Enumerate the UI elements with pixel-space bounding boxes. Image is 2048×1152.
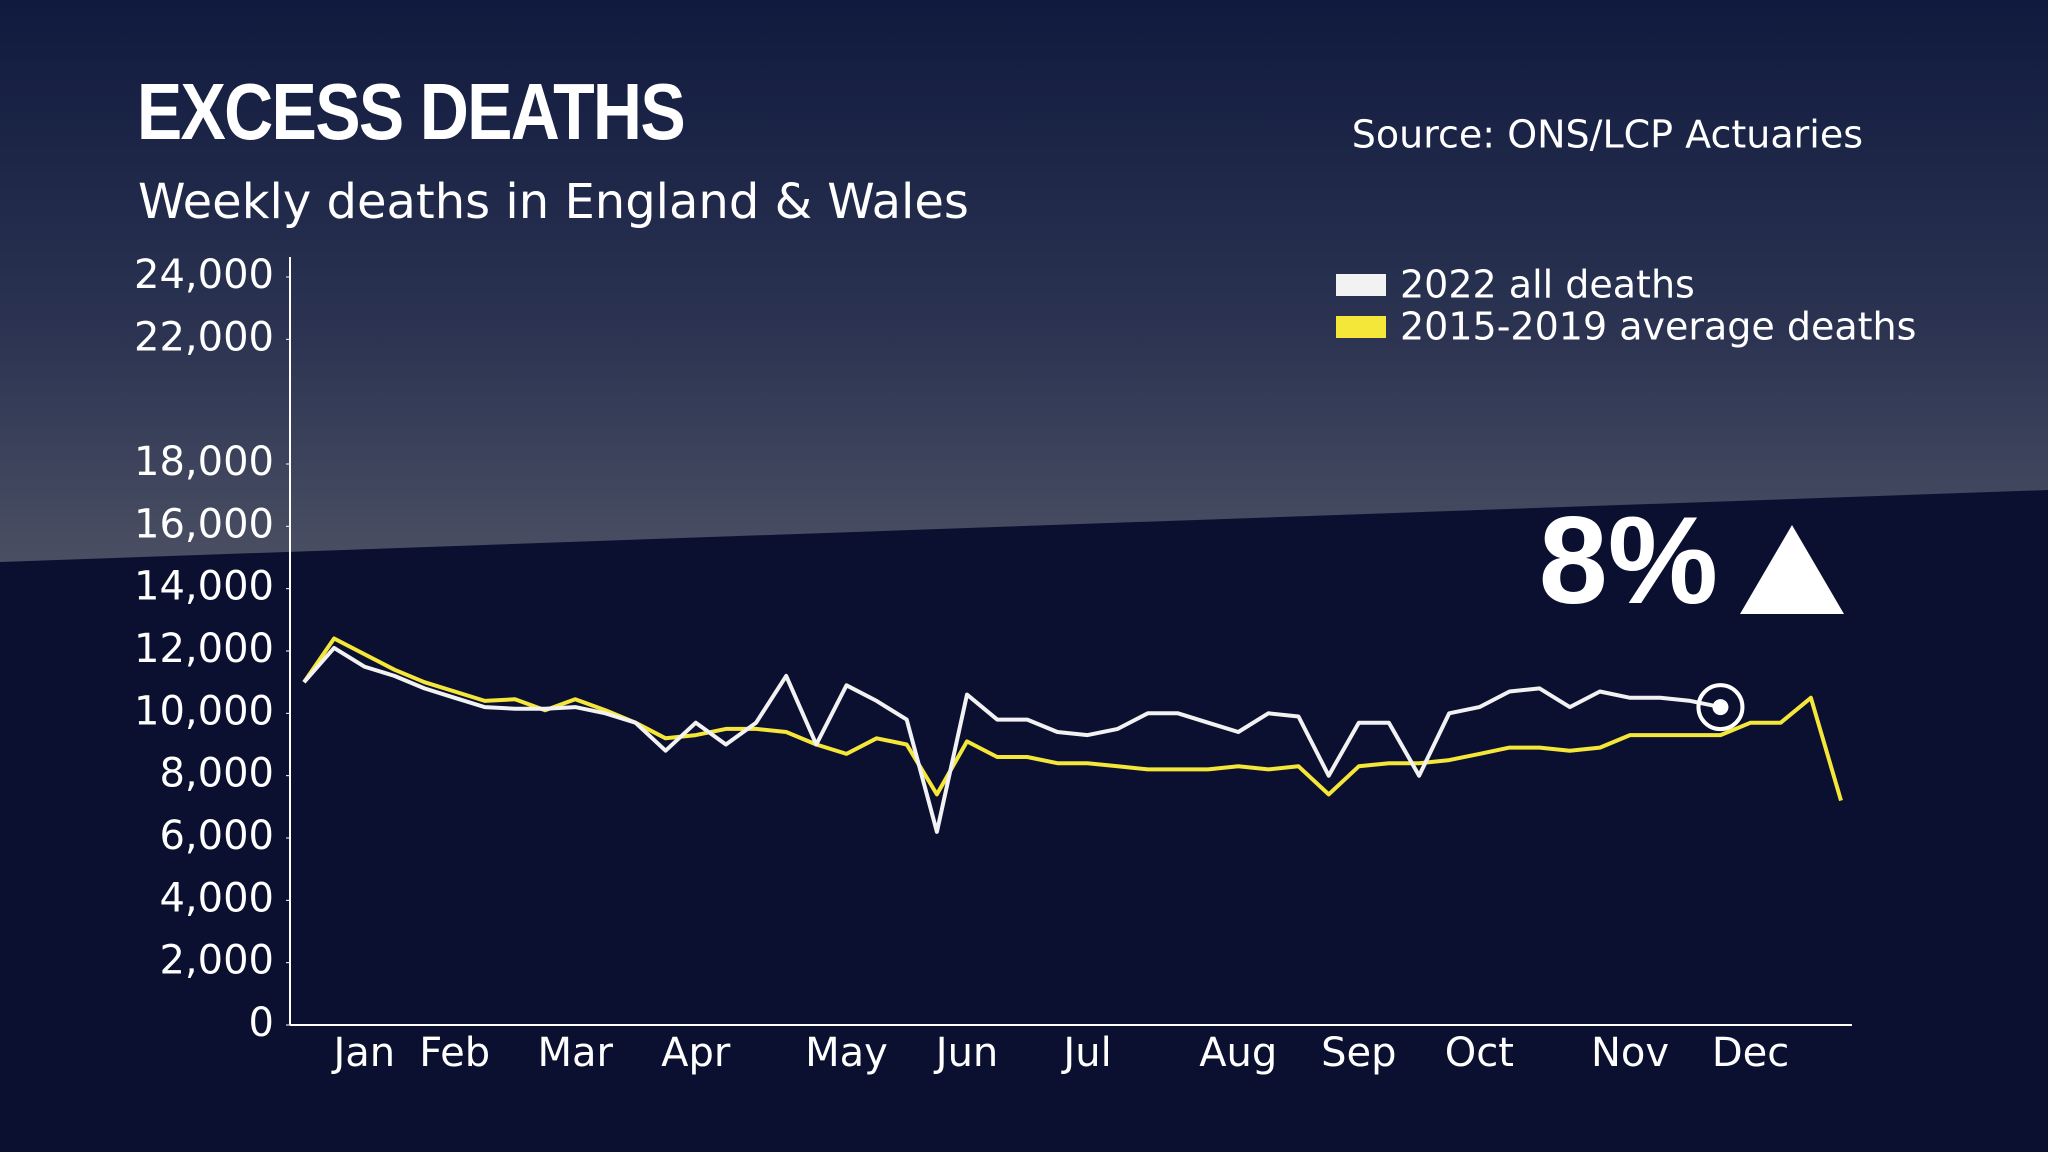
sky-band: [0, 0, 2048, 562]
x-tick-label: Apr: [661, 1030, 731, 1076]
end-point: [1712, 699, 1729, 716]
x-tick-label: Dec: [1712, 1030, 1789, 1076]
y-tick-label: 10,000: [134, 688, 274, 734]
y-tick-label: 0: [249, 1000, 274, 1046]
annotation: 8%: [1539, 492, 1718, 630]
chart-title: EXCESS DEATHS: [137, 67, 684, 156]
y-tick-label: 18,000: [134, 439, 274, 485]
source: Source: ONS/LCP Actuaries: [1352, 113, 1863, 157]
y-tick-label: 4,000: [159, 875, 274, 921]
x-tick-label: Aug: [1199, 1030, 1277, 1076]
x-tick-label: Jul: [1060, 1030, 1111, 1076]
legend-swatch: [1336, 274, 1386, 296]
x-tick-label: Sep: [1321, 1030, 1396, 1076]
x-tick-label: Feb: [419, 1030, 490, 1076]
y-tick-label: 14,000: [134, 564, 274, 610]
x-tick-label: May: [805, 1030, 888, 1076]
x-tick-label: Jun: [933, 1030, 999, 1076]
series-line: [302, 645, 1721, 834]
legend-label: 2022 all deaths: [1400, 263, 1695, 307]
x-tick-label: Jan: [330, 1030, 395, 1076]
y-tick-label: 2,000: [159, 938, 274, 984]
y-tick-label: 12,000: [134, 626, 274, 672]
end-ring: [1696, 683, 1745, 732]
series-line: [302, 636, 1843, 802]
legend-swatch: [1336, 316, 1386, 338]
legend-label: 2015-2019 average deaths: [1400, 305, 1916, 349]
x-tick-label: Nov: [1591, 1030, 1669, 1076]
y-tick-label: 8,000: [159, 751, 274, 797]
chart-subtitle: Weekly deaths in England & Wales: [138, 174, 969, 230]
y-tick-label: 24,000: [134, 252, 274, 298]
y-tick-label: 22,000: [134, 314, 274, 360]
y-tick-label: 6,000: [159, 813, 274, 859]
x-tick-label: Mar: [538, 1030, 614, 1076]
up-arrow: [1740, 525, 1844, 614]
y-tick-label: 16,000: [134, 501, 274, 547]
x-tick-label: Oct: [1445, 1030, 1514, 1076]
